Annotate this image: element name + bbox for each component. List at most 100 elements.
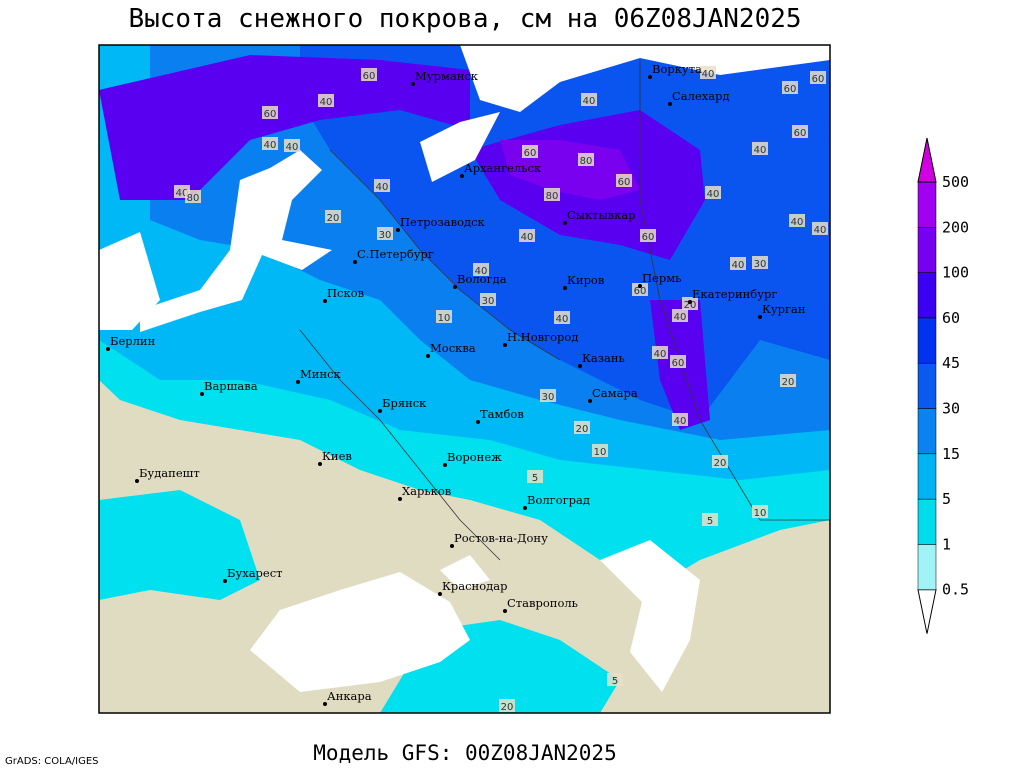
- contour-label: 40: [521, 232, 534, 243]
- city-label: Харьков: [402, 484, 451, 498]
- contour-label-bg: [700, 66, 716, 79]
- contour-label: 20: [327, 213, 340, 224]
- colorbar-box: [917, 498, 937, 545]
- city-dot: [135, 479, 139, 483]
- sea: [440, 555, 490, 590]
- colorbar-label: 60: [942, 309, 960, 327]
- contour-label: 40: [264, 140, 277, 151]
- contour-label-bg: [436, 310, 452, 323]
- contour-label: 30: [542, 392, 555, 403]
- contour-label: 80: [546, 191, 559, 202]
- contour-label: 60: [784, 84, 797, 95]
- contour-label-bg: [544, 188, 560, 201]
- colorbar-box: [917, 272, 937, 319]
- city-label: Ставрополь: [507, 596, 578, 610]
- colorbar-label: 0.5: [942, 581, 969, 599]
- contour-label-bg: [782, 81, 798, 94]
- contour-label-bg: [374, 179, 390, 192]
- sea: [140, 150, 332, 332]
- contour-label: 60: [264, 109, 277, 120]
- contour-label: 40: [583, 96, 596, 107]
- city-dot: [563, 286, 567, 290]
- contour-label-bg: [574, 421, 590, 434]
- contour-label: 60: [618, 177, 631, 188]
- contour-label: 5: [612, 676, 618, 687]
- contour-label-bg: [581, 93, 597, 106]
- city-label: Варшава: [204, 379, 258, 393]
- city-label: Ростов-на-Дону: [454, 531, 548, 545]
- city-label: Воркута: [652, 62, 702, 76]
- contour-label-bg: [540, 389, 556, 402]
- contour-label: 40: [732, 260, 745, 271]
- contour-label: 20: [576, 424, 589, 435]
- contour-label: 80: [187, 193, 200, 204]
- contour-label-bg: [672, 309, 688, 322]
- contour-label: 80: [580, 156, 593, 167]
- footer: Модель GFS: 00Z08JAN2025: [313, 741, 616, 765]
- contour-label: 10: [754, 508, 767, 519]
- city-dot: [426, 354, 430, 358]
- contour-label: 30: [482, 296, 495, 307]
- contour-label: 40: [814, 225, 827, 236]
- city-label: Киров: [567, 273, 604, 287]
- city-label: Петрозаводск: [400, 215, 486, 229]
- contour-label-bg: [672, 413, 688, 426]
- title: Высота снежного покрова, см на 06Z08JAN2…: [128, 4, 801, 34]
- city-label: Тамбов: [480, 407, 524, 421]
- contour-label-bg: [632, 283, 648, 296]
- contour-label-bg: [812, 222, 828, 235]
- colorbar-triangle: [917, 589, 937, 634]
- city-dot: [563, 221, 567, 225]
- contour-label: 40: [674, 416, 687, 427]
- snow-zone: [99, 55, 470, 200]
- contour-label: 40: [475, 266, 488, 277]
- colorbar-triangle: [917, 137, 937, 183]
- contour-label: 30: [754, 259, 767, 270]
- colorbar-label: 100: [942, 264, 969, 282]
- city-dot: [398, 497, 402, 501]
- credit: GrADS: COLA/IGES: [5, 756, 99, 767]
- city-dot: [323, 299, 327, 303]
- city-label: Салехард: [672, 89, 730, 103]
- sea: [600, 540, 700, 692]
- contour-label-bg: [554, 311, 570, 324]
- city-label: Киев: [322, 449, 352, 463]
- colorbar-label: 1: [942, 535, 951, 553]
- contour-label: 5: [707, 516, 713, 527]
- city-label: Курган: [762, 302, 806, 316]
- city-label: Будапешт: [139, 466, 200, 480]
- city-dot: [318, 462, 322, 466]
- colorbar-label: 15: [942, 445, 960, 463]
- city-label: Брянск: [382, 396, 427, 410]
- city-label: Архангельск: [464, 161, 542, 175]
- contour-label-bg: [592, 444, 608, 457]
- colorbar-box: [917, 227, 937, 273]
- contour-label-bg: [616, 174, 632, 187]
- contour-label: 60: [812, 74, 825, 85]
- city-dot: [443, 463, 447, 467]
- colorbar-box: [917, 181, 937, 228]
- contour-label: 5: [532, 473, 538, 484]
- contour-label: 40: [376, 182, 389, 193]
- city-dot: [503, 609, 507, 613]
- city-dot: [578, 364, 582, 368]
- border: [299, 329, 501, 561]
- city-dot: [396, 228, 400, 232]
- contour-label: 20: [714, 458, 727, 469]
- contour-label-bg: [705, 186, 721, 199]
- city-dot: [411, 82, 415, 86]
- contour-label-bg: [652, 346, 668, 359]
- contour-label: 60: [363, 71, 376, 82]
- city-dot: [460, 174, 464, 178]
- sea: [250, 572, 470, 692]
- contour-label: 40: [176, 188, 189, 199]
- contour-label: 60: [642, 232, 655, 243]
- city-dot: [378, 409, 382, 413]
- contour-label-bg: [318, 94, 334, 107]
- contour-label-bg: [284, 139, 300, 152]
- contour-label: 40: [791, 217, 804, 228]
- city-dot: [353, 260, 357, 264]
- contour-label: 40: [702, 69, 715, 80]
- city-dot: [223, 579, 227, 583]
- contour-label-bg: [361, 68, 377, 81]
